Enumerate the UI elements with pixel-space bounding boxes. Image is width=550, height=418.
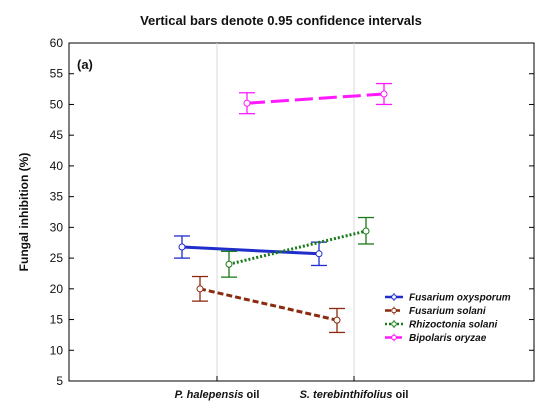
- series-line: [228, 229, 367, 266]
- legend: Fusarium oxysporum Fusarium solani Rhizoct…: [385, 293, 511, 344]
- series-line: [199, 287, 338, 322]
- y-tick-label: 30: [50, 220, 64, 234]
- y-tick-label: 10: [50, 343, 64, 357]
- series-0: [174, 235, 327, 267]
- gridlines: [216, 43, 355, 381]
- y-tick-label: 40: [50, 159, 64, 173]
- panel-label: (a): [77, 57, 93, 72]
- x-tick-label: S. terebinthifolius oil: [300, 389, 409, 401]
- y-tick-label: 45: [50, 128, 64, 142]
- data-point: [225, 260, 233, 268]
- x-axis-categories: P. halepensis oil S. terebinthifolius oil: [175, 376, 409, 401]
- y-tick-label: 35: [50, 190, 64, 204]
- series-2: [221, 216, 374, 278]
- y-tick-label: 5: [56, 374, 63, 388]
- legend-label: Fusarium oxysporum: [409, 293, 511, 304]
- legend-swatch-marker: [391, 334, 397, 341]
- legend-label: Fusarium solani: [409, 306, 486, 317]
- legend-swatch-marker: [391, 321, 397, 327]
- legend-item: Fusarium oxysporum: [385, 293, 511, 304]
- legend-item: Bipolaris oryzae: [385, 333, 487, 344]
- data-point: [380, 90, 388, 98]
- series-1: [192, 275, 345, 334]
- series-line: [181, 245, 320, 256]
- y-tick-label: 55: [50, 67, 64, 81]
- data-point: [196, 285, 204, 293]
- legend-swatch-marker: [391, 294, 397, 300]
- data-point: [315, 250, 323, 258]
- data-point: [362, 227, 370, 235]
- y-tick-label: 15: [50, 313, 64, 327]
- legend-swatch-marker: [391, 307, 397, 314]
- data-point: [333, 316, 341, 324]
- chart-title: Vertical bars denote 0.95 confidence int…: [140, 13, 422, 28]
- legend-item: Fusarium solani: [385, 306, 486, 317]
- y-tick-label: 50: [50, 97, 64, 111]
- legend-item: Rhizoctonia solani: [385, 320, 498, 331]
- y-tick-label: 60: [50, 36, 64, 50]
- y-axis-ticks: 5 10 15 20 25 30 35 40 45 50 55 60: [50, 36, 534, 388]
- y-axis-label: Fungal inhibition (%): [17, 153, 31, 272]
- legend-label: Bipolaris oryzae: [409, 333, 487, 344]
- series-layer: [174, 82, 392, 334]
- series-3: [239, 82, 392, 115]
- y-tick-label: 25: [50, 251, 64, 265]
- data-point: [178, 243, 186, 251]
- y-tick-label: 20: [50, 282, 64, 296]
- data-point: [243, 99, 251, 107]
- legend-label: Rhizoctonia solani: [409, 320, 498, 331]
- x-tick-label: P. halepensis oil: [175, 389, 260, 401]
